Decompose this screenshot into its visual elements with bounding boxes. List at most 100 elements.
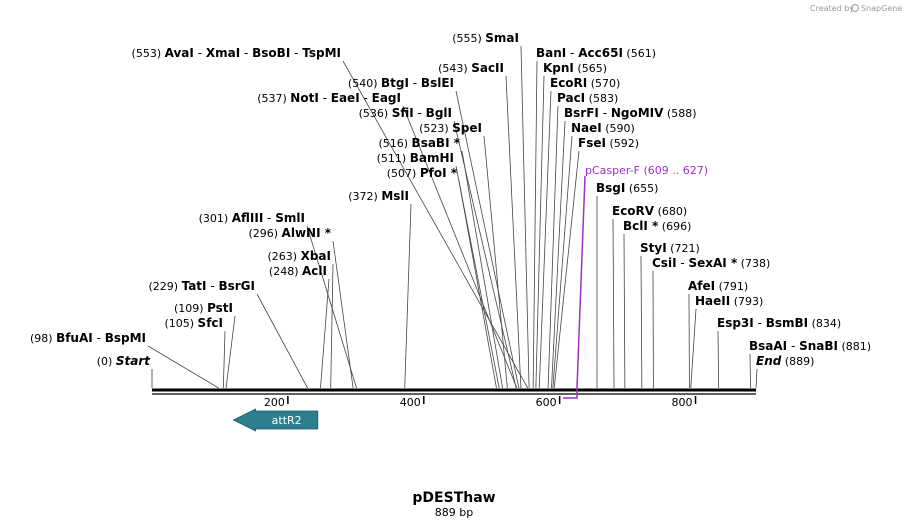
svg-text:(553) AvaI - XmaI - BsoBI: (553) AvaI - XmaI - BsoBI - TspMI: [132, 46, 341, 60]
enzyme-name: BglI: [426, 106, 452, 120]
enzyme-name: PacI: [557, 91, 585, 105]
site-naei[interactable]: NaeI (590): [571, 121, 635, 135]
site-alwni[interactable]: (296) AlwNI *: [248, 226, 331, 240]
axis: 200 400 600 800: [264, 396, 697, 409]
site-position: (523): [419, 122, 449, 135]
svg-text:CsiI - SexAI * (738): CsiI - SexAI * (738): [652, 256, 770, 270]
site-lines: [147, 45, 758, 389]
enzyme-name: BsaBI *: [412, 136, 461, 150]
site-position: (263): [268, 250, 298, 263]
svg-text:HaeII (793): HaeII (793): [695, 294, 763, 308]
enzyme-name: BspMI: [105, 331, 146, 345]
site-pfoi[interactable]: (507) PfoI *: [387, 166, 458, 180]
site-sacii[interactable]: (543) SacII: [438, 61, 504, 75]
svg-text:(296) AlwNI *: (296) AlwNI *: [248, 226, 331, 240]
site-position: (540): [348, 77, 378, 90]
site-position: (536): [359, 107, 389, 120]
enzyme-name: AvaI: [165, 46, 194, 60]
site-tati[interactable]: (229) TatI - BsrGI: [148, 279, 255, 293]
svg-text:End (889): End (889): [756, 354, 814, 368]
site-bfuai[interactable]: (98) BfuAI - BspMI: [30, 331, 146, 345]
feature-layer: attR2: [232, 408, 319, 432]
site-position: (537): [257, 92, 287, 105]
svg-text:EcoRI (570): EcoRI (570): [550, 76, 620, 90]
site-btgi[interactable]: (540) BtgI - BslEI: [348, 76, 454, 90]
site-bsaai[interactable]: BsaAI - SnaBI (881): [749, 339, 871, 353]
svg-text:(543) SacII: (543) SacII: [438, 61, 504, 75]
site-line-fsei: [553, 150, 580, 389]
enzyme-name: CsiI: [652, 256, 677, 270]
svg-text:AfeI (791): AfeI (791): [688, 279, 748, 293]
feature-attr2[interactable]: attR2: [232, 408, 319, 432]
enzyme-name: SfcI: [198, 316, 223, 330]
site-line-bsabi: [461, 150, 503, 389]
site-spei[interactable]: (523) SpeI: [419, 121, 482, 135]
site-position: (372): [348, 190, 378, 203]
site-fsei[interactable]: FseI (592): [578, 136, 639, 150]
primer-line: [563, 175, 586, 399]
site-line-noti: [402, 105, 518, 389]
site-noti[interactable]: (537) NotI - EaeI - EagI: [257, 91, 401, 105]
svg-text:(263) XbaI: (263) XbaI: [268, 249, 332, 263]
site-avai[interactable]: (553) AvaI - XmaI - BsoBI - TspMI: [132, 46, 341, 60]
enzyme-name: BsgI: [596, 181, 625, 195]
enzyme-name: BfuAI: [56, 331, 93, 345]
site-afei[interactable]: AfeI (791): [688, 279, 748, 293]
site-haeii[interactable]: HaeII (793): [695, 294, 763, 308]
svg-text:(372) MslI: (372) MslI: [348, 189, 409, 203]
enzyme-name: BclI *: [623, 219, 659, 233]
site-psti[interactable]: (109) PstI: [174, 301, 233, 315]
site-sfii[interactable]: (536) SfiI - BglI: [359, 106, 452, 120]
enzyme-name: NotI: [290, 91, 319, 105]
site-paci[interactable]: PacI (583): [557, 91, 618, 105]
site-msli[interactable]: (372) MslI: [348, 189, 409, 203]
enzyme-name: Start: [116, 354, 151, 368]
site-ecori[interactable]: EcoRI (570): [550, 76, 620, 90]
site-position: (248): [269, 265, 299, 278]
site-xbai[interactable]: (263) XbaI: [268, 249, 332, 263]
site-line-ecori: [538, 90, 552, 389]
site-line-paci: [547, 105, 559, 389]
site-ecorv[interactable]: EcoRV (680): [612, 204, 687, 218]
site-start[interactable]: (0) Start: [97, 354, 151, 368]
site-csii[interactable]: CsiI - SexAI * (738): [652, 256, 770, 270]
site-bsgi[interactable]: BsgI (655): [596, 181, 658, 195]
enzyme-name: BtgI: [381, 76, 409, 90]
site-bcli[interactable]: BclI * (696): [623, 219, 691, 233]
site-line-tati: [256, 293, 308, 389]
primer-pcasper-f[interactable]: pCasper-F (609 .. 627): [563, 164, 708, 399]
enzyme-name: SpeI: [452, 121, 482, 135]
site-line-naei: [552, 135, 573, 389]
svg-text:(248) AclI: (248) AclI: [269, 264, 327, 278]
site-styi[interactable]: StyI (721): [640, 241, 700, 255]
site-position: (570): [591, 77, 621, 90]
site-end[interactable]: End (889): [756, 354, 814, 368]
site-position: (592): [609, 137, 639, 150]
site-bsabi[interactable]: (516) BsaBI *: [378, 136, 460, 150]
site-position: (105): [164, 317, 194, 330]
site-line-kpni: [535, 75, 545, 389]
site-afliii[interactable]: (301) AflIII - SmlI: [199, 211, 305, 225]
site-bani[interactable]: BanI - Acc65I (561): [536, 46, 656, 60]
svg-text:BsrFI - NgoMIV (588): BsrFI - NgoMIV (588): [564, 106, 697, 120]
enzyme-name: XbaI: [301, 249, 331, 263]
site-line-bcli: [623, 233, 626, 389]
svg-text:(301) AflIII - SmlI: (301) AflIII - SmlI: [199, 211, 305, 225]
site-kpni[interactable]: KpnI (565): [543, 61, 607, 75]
site-position: (98): [30, 332, 53, 345]
site-smai[interactable]: (555) SmaI: [452, 31, 519, 45]
enzyme-name: PfoI *: [420, 166, 458, 180]
site-position: (680): [658, 205, 688, 218]
site-bsrfi[interactable]: BsrFI - NgoMIV (588): [564, 106, 697, 120]
enzyme-name: HaeII: [695, 294, 730, 308]
axis-tick-label-200: 200: [264, 396, 285, 409]
site-bamhi[interactable]: (511) BamHI: [377, 151, 454, 165]
svg-text:BanI - Acc65I (561): BanI - Acc65I (561): [536, 46, 656, 60]
enzyme-name: BsrFI: [564, 106, 599, 120]
site-esp3i[interactable]: Esp3I - BsmBI (834): [717, 316, 841, 330]
site-acli[interactable]: (248) AclI: [269, 264, 327, 278]
svg-text:EcoRV (680): EcoRV (680): [612, 204, 687, 218]
site-sfci[interactable]: (105) SfcI: [164, 316, 223, 330]
plasmid-length: 889 bp: [435, 506, 473, 519]
svg-text:NaeI (590): NaeI (590): [571, 121, 635, 135]
